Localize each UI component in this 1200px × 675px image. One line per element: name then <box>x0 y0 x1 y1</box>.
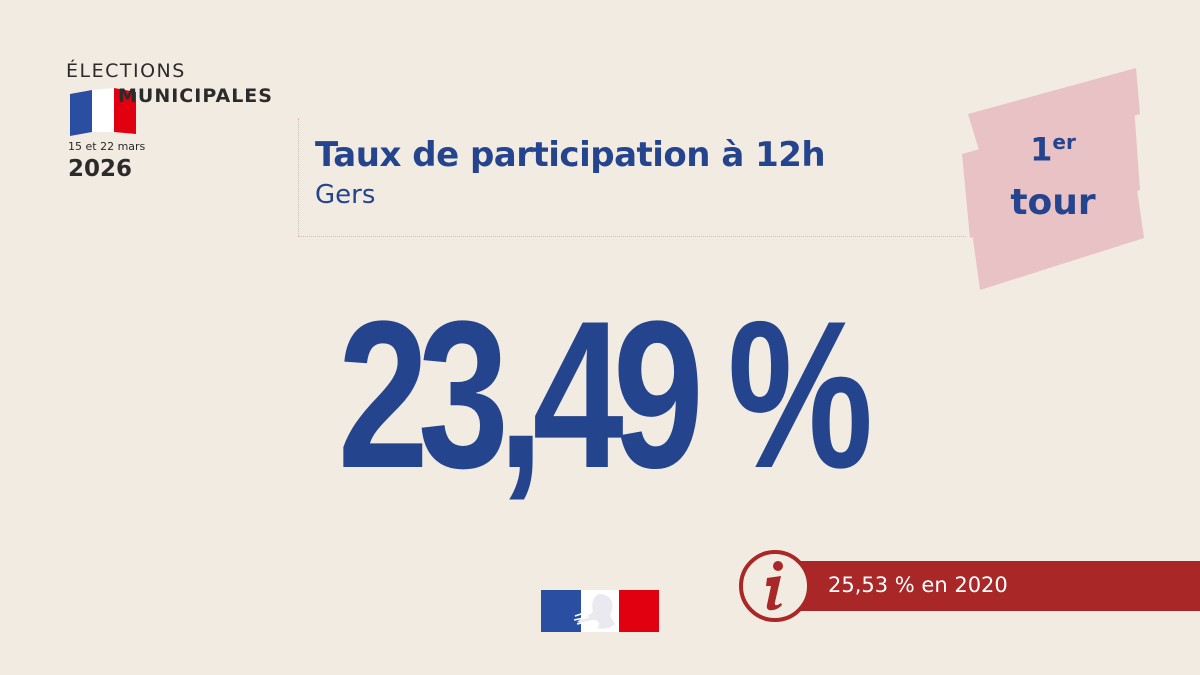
page-subtitle: Gers <box>315 180 376 210</box>
tour-word: tour <box>1010 182 1096 223</box>
comparison-text: 25,53 % en 2020 <box>828 573 1008 597</box>
logo-municipales-text: MUNICIPALES <box>118 85 273 107</box>
marianne-logo <box>541 590 659 632</box>
logo-year: 2026 <box>68 156 133 182</box>
title-box: Taux de participation à 12h Gers <box>298 118 966 238</box>
participation-value: 23,49 % <box>337 277 874 512</box>
elections-logo: ÉLECTIONS MUNICIPALES 15 et 22 mars 2026 <box>66 58 296 188</box>
logo-elections-text: ÉLECTIONS <box>66 60 186 82</box>
tour-badge-shape <box>962 68 1144 290</box>
title-divider-vertical <box>298 118 299 236</box>
page-title: Taux de participation à 12h <box>315 135 826 175</box>
comparison-bar: 25,53 % en 2020 <box>790 561 1200 611</box>
french-flag-icon <box>70 88 136 136</box>
info-icon <box>739 550 811 622</box>
tour-number: 1er <box>1030 130 1076 169</box>
title-divider-horizontal <box>298 236 966 237</box>
tour-badge: 1er tour <box>958 62 1148 296</box>
logo-dates: 15 et 22 mars <box>68 140 146 153</box>
